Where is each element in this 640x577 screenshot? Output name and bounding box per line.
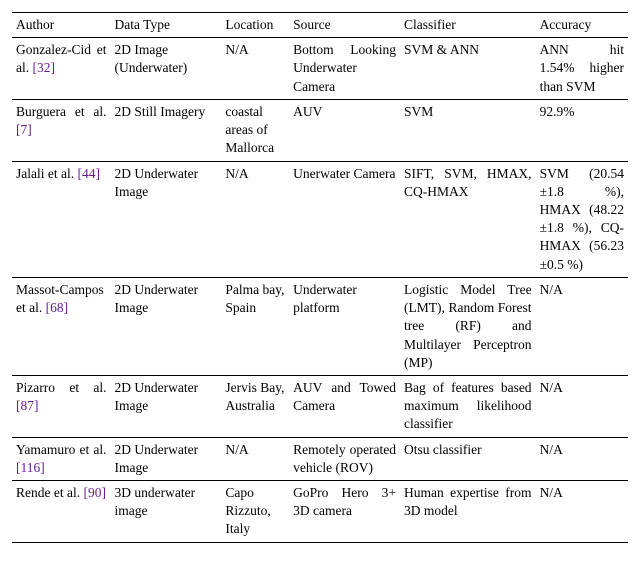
cell-classifier: SVM & ANN bbox=[400, 38, 536, 100]
col-datatype: Data Type bbox=[111, 13, 222, 38]
table-row: Yamamuro et al. [116]2D Underwater Image… bbox=[12, 437, 628, 480]
cell-datatype: 2D Image (Underwater) bbox=[111, 38, 222, 100]
cell-classifier: Human expertise from 3D model bbox=[400, 481, 536, 543]
author-text: Jalali et al. bbox=[16, 166, 77, 181]
col-source: Source bbox=[289, 13, 400, 38]
cell-location: N/A bbox=[221, 38, 289, 100]
cell-source: Remotely operated vehicle (ROV) bbox=[289, 437, 400, 480]
col-classifier: Classifier bbox=[400, 13, 536, 38]
cell-location: Palma bay, Spain bbox=[221, 277, 289, 375]
citation-ref[interactable]: [32] bbox=[33, 60, 56, 75]
cell-accuracy: N/A bbox=[536, 481, 628, 543]
cell-accuracy: ANN hit 1.54% higher than SVM bbox=[536, 38, 628, 100]
cell-author: Rende et al. [90] bbox=[12, 481, 111, 543]
cell-location: Jervis Bay, Australia bbox=[221, 375, 289, 437]
cell-author: Gonzalez-Cid et al. [32] bbox=[12, 38, 111, 100]
cell-datatype: 3D underwater image bbox=[111, 481, 222, 543]
col-author: Author bbox=[12, 13, 111, 38]
cell-author: Jalali et al. [44] bbox=[12, 161, 111, 277]
cell-source: GoPro Hero 3+ 3D camera bbox=[289, 481, 400, 543]
cell-author: Yamamuro et al. [116] bbox=[12, 437, 111, 480]
citation-ref[interactable]: [90] bbox=[83, 485, 106, 500]
cell-location: Capo Rizzuto, Italy bbox=[221, 481, 289, 543]
cell-accuracy: N/A bbox=[536, 437, 628, 480]
citation-ref[interactable]: [7] bbox=[16, 122, 32, 137]
cell-classifier: SVM bbox=[400, 99, 536, 161]
author-text: Yamamuro et al. bbox=[16, 442, 107, 457]
cell-datatype: 2D Underwater Image bbox=[111, 277, 222, 375]
cell-classifier: Otsu classifier bbox=[400, 437, 536, 480]
author-text: Gonzalez-Cid et al. bbox=[16, 42, 107, 75]
cell-accuracy: 92.9% bbox=[536, 99, 628, 161]
header-row: Author Data Type Location Source Classif… bbox=[12, 13, 628, 38]
cell-classifier: Logistic Model Tree (LMT), Random Forest… bbox=[400, 277, 536, 375]
table-row: Gonzalez-Cid et al. [32]2D Image (Underw… bbox=[12, 38, 628, 100]
citation-ref[interactable]: [44] bbox=[77, 166, 100, 181]
citation-ref[interactable]: [116] bbox=[16, 460, 45, 475]
cell-classifier: Bag of features based maximum likelihood… bbox=[400, 375, 536, 437]
table-row: Pizarro et al. [87]2D Underwater ImageJe… bbox=[12, 375, 628, 437]
table-row: Rende et al. [90]3D underwater imageCapo… bbox=[12, 481, 628, 543]
cell-source: AUV and Towed Camera bbox=[289, 375, 400, 437]
cell-accuracy: SVM (20.54 ±1.8 %), HMAX (48.22 ±1.8 %),… bbox=[536, 161, 628, 277]
cell-location: N/A bbox=[221, 437, 289, 480]
cell-location: N/A bbox=[221, 161, 289, 277]
author-text: Pizarro et al. bbox=[16, 380, 107, 395]
cell-accuracy: N/A bbox=[536, 375, 628, 437]
col-accuracy: Accuracy bbox=[536, 13, 628, 38]
author-text: Rende et al. bbox=[16, 485, 83, 500]
cell-source: Underwater platform bbox=[289, 277, 400, 375]
cell-source: Bottom Looking Underwater Camera bbox=[289, 38, 400, 100]
cell-location: coastal areas of Mallorca bbox=[221, 99, 289, 161]
col-location: Location bbox=[221, 13, 289, 38]
table-row: Jalali et al. [44]2D Underwater ImageN/A… bbox=[12, 161, 628, 277]
cell-datatype: 2D Still Imagery bbox=[111, 99, 222, 161]
cell-datatype: 2D Underwater Image bbox=[111, 375, 222, 437]
cell-source: Unerwater Camera bbox=[289, 161, 400, 277]
cell-author: Massot-Campos et al. [68] bbox=[12, 277, 111, 375]
citation-ref[interactable]: [68] bbox=[46, 300, 69, 315]
table-row: Massot-Campos et al. [68]2D Underwater I… bbox=[12, 277, 628, 375]
citation-ref[interactable]: [87] bbox=[16, 398, 39, 413]
literature-table: Author Data Type Location Source Classif… bbox=[12, 12, 628, 543]
cell-classifier: SIFT, SVM, HMAX, CQ-HMAX bbox=[400, 161, 536, 277]
cell-source: AUV bbox=[289, 99, 400, 161]
author-text: Burguera et al. bbox=[16, 104, 107, 119]
cell-datatype: 2D Underwater Image bbox=[111, 161, 222, 277]
cell-author: Pizarro et al. [87] bbox=[12, 375, 111, 437]
cell-accuracy: N/A bbox=[536, 277, 628, 375]
cell-datatype: 2D Underwater Image bbox=[111, 437, 222, 480]
table-row: Burguera et al. [7]2D Still Imagerycoast… bbox=[12, 99, 628, 161]
cell-author: Burguera et al. [7] bbox=[12, 99, 111, 161]
